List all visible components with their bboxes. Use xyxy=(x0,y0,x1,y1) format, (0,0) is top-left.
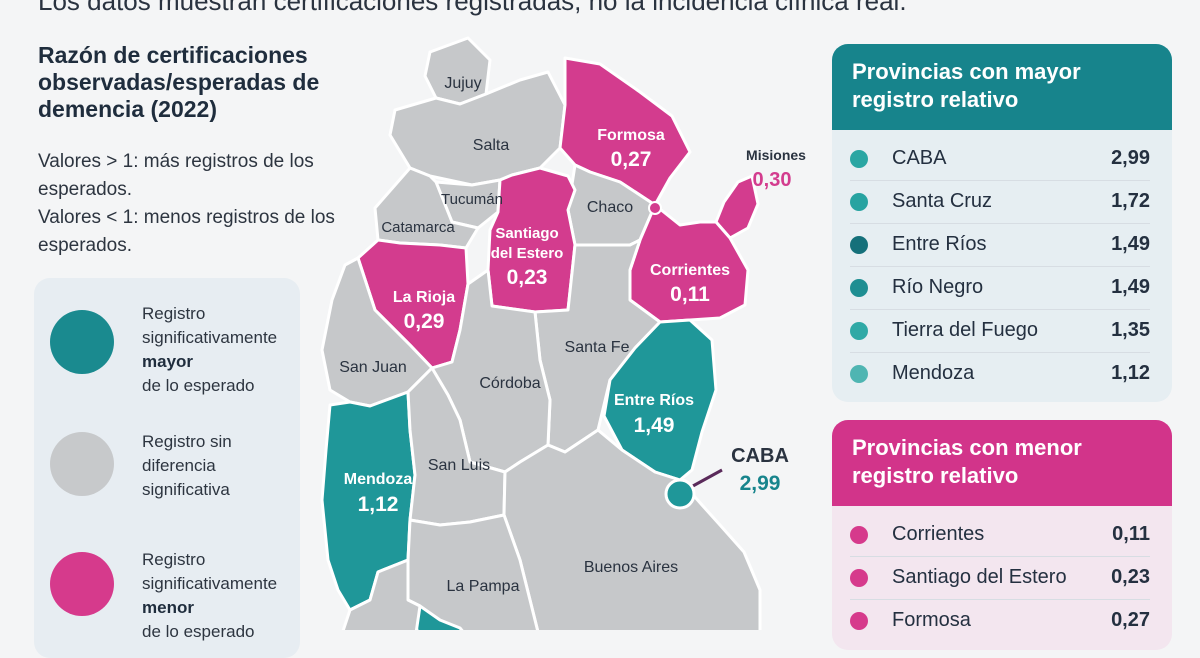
list-item: Entre Ríos 1,49 xyxy=(850,224,1150,267)
row-name: Entre Ríos xyxy=(892,233,987,255)
legend-text-higher: Registro significativamente mayor de lo … xyxy=(142,302,312,398)
list-item: Tierra del Fuego 1,35 xyxy=(850,310,1150,353)
province-buenosaires[interactable] xyxy=(502,428,762,630)
legend-text-higher-pre: Registro significativamente xyxy=(142,304,278,347)
legend-title: Razón de certificaciones observadas/espe… xyxy=(38,42,320,122)
list-item: Corrientes 0,11 xyxy=(850,514,1150,557)
row-value: 1,35 xyxy=(1111,319,1150,341)
panel-lower-list: Corrientes 0,11 Santiago del Estero 0,23 F… xyxy=(832,506,1172,642)
panel-lower: Provincias con menor registro relativo C… xyxy=(832,420,1172,650)
row-dot xyxy=(850,365,868,383)
label-caba: CABA xyxy=(731,445,789,467)
label-sanjuan: San Juan xyxy=(339,359,407,376)
legend-text-none: Registro sin diferencia significativa xyxy=(142,432,232,499)
value-santiago: 0,23 xyxy=(507,266,548,289)
row-value: 1,49 xyxy=(1111,276,1150,298)
subtitle: Los datos muestran certificaciones regis… xyxy=(38,0,907,16)
row-name: Santa Cruz xyxy=(892,190,993,212)
panel-higher: Provincias con mayor registro relativo C… xyxy=(832,44,1172,402)
misiones-marker xyxy=(648,201,662,215)
label-corrientes: Corrientes xyxy=(650,262,730,279)
row-value: 0,23 xyxy=(1111,566,1150,588)
label-entrerios: Entre Ríos xyxy=(614,392,694,409)
legend-desc-less: Valores < 1: menos registros de los espe… xyxy=(38,207,335,256)
legend-box: Registro significativamente mayor de lo … xyxy=(34,278,300,658)
value-misiones: 0,30 xyxy=(753,169,792,191)
label-larioja: La Rioja xyxy=(393,289,455,306)
label-santafe: Santa Fe xyxy=(565,339,630,356)
row-dot xyxy=(850,150,868,168)
value-mendoza: 1,12 xyxy=(358,493,399,516)
caba-marker[interactable] xyxy=(664,478,696,510)
row-name: Tierra del Fuego xyxy=(892,319,1038,341)
row-dot xyxy=(850,193,868,211)
row-name: Mendoza xyxy=(892,362,975,384)
label-buenosaires: Buenos Aires xyxy=(584,559,678,576)
province-neuquen[interactable] xyxy=(340,558,422,630)
row-name: Río Negro xyxy=(892,276,984,298)
list-item: CABA 2,99 xyxy=(850,138,1150,181)
row-value: 1,72 xyxy=(1111,190,1150,212)
list-item: Río Negro 1,49 xyxy=(850,267,1150,310)
value-caba: 2,99 xyxy=(740,472,781,495)
label-jujuy: Jujuy xyxy=(444,75,481,92)
row-value: 0,27 xyxy=(1111,609,1150,631)
row-dot xyxy=(850,569,868,587)
row-name: Corrientes xyxy=(892,523,985,545)
panel-higher-list: CABA 2,99 Santa Cruz 1,72 Entre Ríos 1,49 R… xyxy=(832,130,1172,395)
legend-swatch-higher xyxy=(50,310,114,374)
value-corrientes: 0,11 xyxy=(670,283,710,306)
label-formosa: Formosa xyxy=(597,127,665,144)
row-dot xyxy=(850,236,868,254)
row-value: 1,49 xyxy=(1111,233,1150,255)
legend-swatch-lower xyxy=(50,552,114,616)
list-item: Santa Cruz 1,72 xyxy=(850,181,1150,224)
row-value: 0,11 xyxy=(1112,523,1150,545)
legend-desc-greater: Valores > 1: más registros de los espera… xyxy=(38,151,314,200)
label-cordoba: Córdoba xyxy=(479,375,540,392)
row-dot xyxy=(850,612,868,630)
legend-text-higher-bold: mayor xyxy=(142,352,194,371)
list-item: Formosa 0,27 xyxy=(850,600,1150,642)
legend-text-lower-bold: menor xyxy=(142,598,194,617)
row-name: CABA xyxy=(892,147,947,169)
row-dot xyxy=(850,279,868,297)
value-entrerios: 1,49 xyxy=(634,414,675,437)
list-item: Mendoza 1,12 xyxy=(850,353,1150,395)
legend-swatch-none xyxy=(50,432,114,496)
value-formosa: 0,27 xyxy=(611,148,652,171)
row-name: Formosa xyxy=(892,609,971,631)
label-catamarca: Catamarca xyxy=(381,219,455,236)
province-misiones[interactable] xyxy=(714,174,760,240)
argentina-map: Jujuy Salta Tucumán Chaco Catamarca Sant… xyxy=(320,36,806,630)
legend-text-higher-post: de lo esperado xyxy=(142,376,255,395)
legend-text-lower-pre: Registro significativamente xyxy=(142,550,278,593)
label-sanluis: San Luis xyxy=(428,457,490,474)
panel-lower-title: Provincias con menor registro relativo xyxy=(832,420,1172,506)
list-item: Santiago del Estero 0,23 xyxy=(850,557,1150,600)
legend-text-lower-post: de lo esperado xyxy=(142,622,255,641)
label-tucuman: Tucumán xyxy=(441,191,503,208)
row-value: 2,99 xyxy=(1111,147,1150,169)
label-mendoza: Mendoza xyxy=(344,471,413,488)
label-santiago2: del Estero xyxy=(491,245,564,262)
row-value: 1,12 xyxy=(1111,362,1150,384)
panel-higher-title: Provincias con mayor registro relativo xyxy=(832,44,1172,130)
row-dot xyxy=(850,322,868,340)
value-larioja: 0,29 xyxy=(404,310,445,333)
row-name: Santiago del Estero xyxy=(892,566,1067,588)
province-jujuy[interactable] xyxy=(423,36,492,106)
legend-description: Valores > 1: más registros de los espera… xyxy=(38,148,338,260)
label-misiones: Misiones xyxy=(746,147,806,163)
row-dot xyxy=(850,526,868,544)
label-chaco: Chaco xyxy=(587,199,633,216)
label-salta: Salta xyxy=(473,137,510,154)
label-lapampa: La Pampa xyxy=(447,578,520,595)
label-santiago: Santiago xyxy=(495,225,558,242)
